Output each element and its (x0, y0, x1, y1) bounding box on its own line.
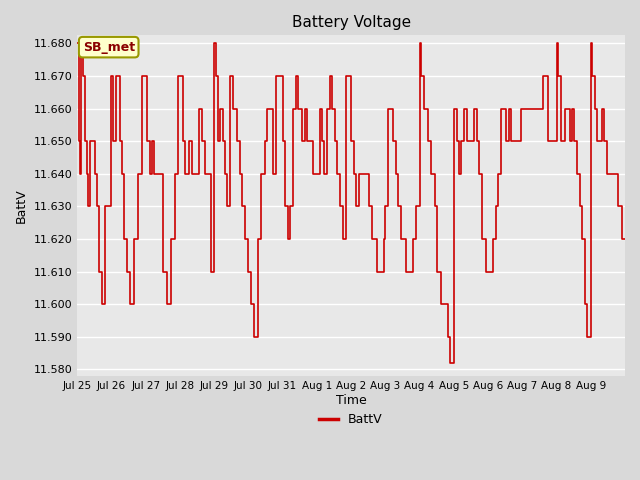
Legend: BattV: BattV (314, 408, 388, 431)
X-axis label: Time: Time (336, 394, 367, 407)
Y-axis label: BattV: BattV (15, 188, 28, 223)
Title: Battery Voltage: Battery Voltage (292, 15, 411, 30)
Text: SB_met: SB_met (83, 41, 135, 54)
